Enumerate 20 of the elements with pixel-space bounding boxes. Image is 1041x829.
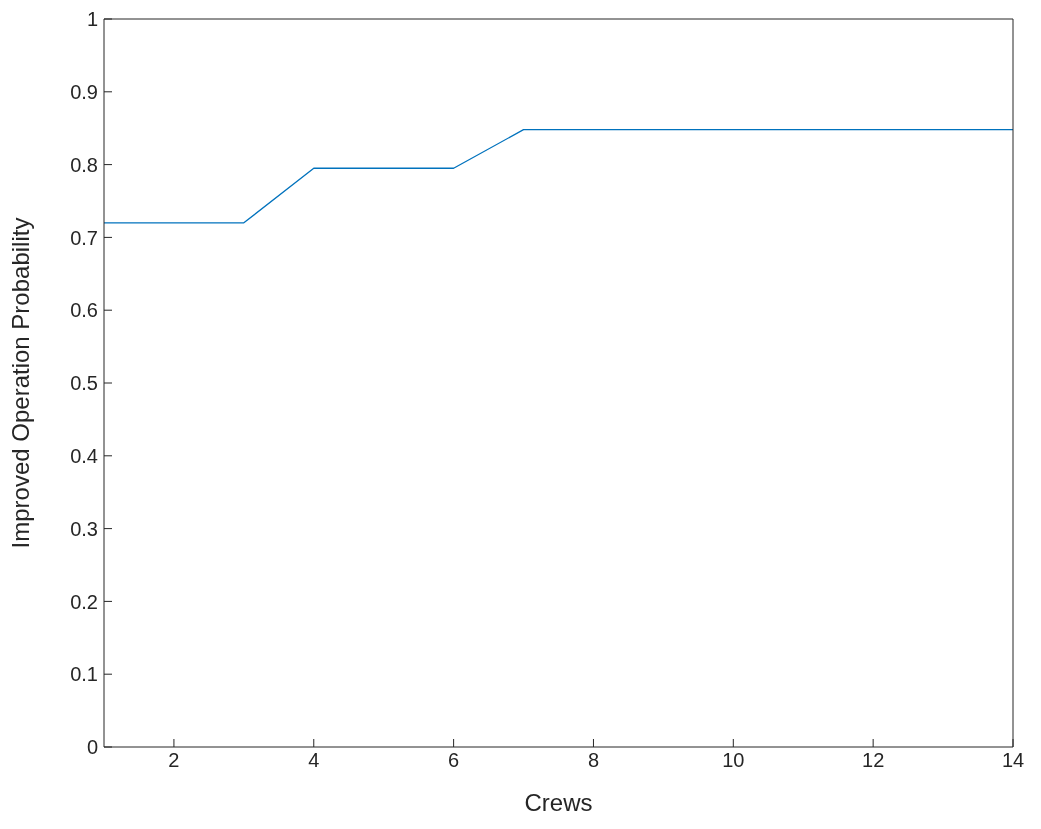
y-tick-label: 0.5 xyxy=(70,372,98,395)
x-tick-label: 6 xyxy=(448,749,460,772)
y-tick-label: 0.7 xyxy=(70,226,98,249)
y-axis-title: Improved Operation Probability xyxy=(6,217,34,549)
y-tick-label: 0.6 xyxy=(70,299,98,322)
y-tick-label: 1 xyxy=(86,8,98,31)
y-tick-label: 0.8 xyxy=(70,153,98,176)
x-tick-label: 12 xyxy=(862,749,885,772)
x-tick-label: 14 xyxy=(1001,749,1025,772)
y-tick-label: 0.3 xyxy=(70,517,98,540)
y-tick-label: 0.1 xyxy=(70,663,98,686)
y-tick-label: 0.4 xyxy=(70,444,98,467)
x-axis-title: Crews xyxy=(524,789,593,816)
x-tick-label: 8 xyxy=(587,749,600,772)
y-tick-label: 0.2 xyxy=(70,590,98,613)
y-tick-label: 0.9 xyxy=(70,80,98,103)
x-tick-label: 10 xyxy=(722,749,745,772)
x-tick-label: 4 xyxy=(308,749,320,772)
x-tick-label: 2 xyxy=(168,749,180,772)
y-tick-label: 0 xyxy=(86,736,98,759)
